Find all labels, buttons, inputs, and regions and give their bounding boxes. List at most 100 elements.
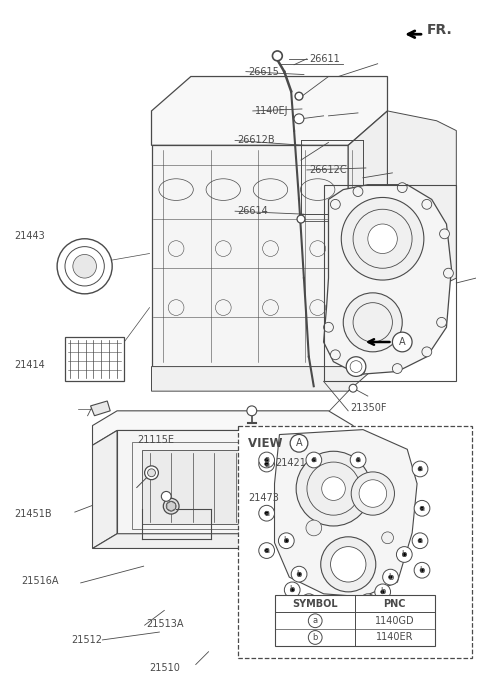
Circle shape [330,350,340,360]
Text: SYMBOL: SYMBOL [292,598,338,608]
Circle shape [259,456,275,472]
Text: A: A [399,337,406,347]
Circle shape [290,435,308,452]
Text: b: b [380,587,385,596]
Circle shape [264,462,269,466]
Text: 21443: 21443 [14,231,45,241]
Circle shape [259,543,275,558]
Circle shape [330,199,340,210]
Text: a: a [420,504,425,513]
Circle shape [308,631,322,644]
Circle shape [216,241,231,256]
Circle shape [341,197,424,280]
Polygon shape [152,327,387,391]
Circle shape [147,469,156,477]
Circle shape [346,357,366,377]
Circle shape [168,241,184,256]
Circle shape [144,466,158,480]
Polygon shape [324,185,451,375]
Text: b: b [420,566,425,575]
Text: 1140ER: 1140ER [376,633,414,642]
Text: b: b [388,573,393,581]
Bar [238,426,472,658]
Circle shape [397,183,407,193]
Circle shape [161,491,171,502]
Text: 26615: 26615 [248,67,279,76]
Text: 26612C: 26612C [309,165,347,175]
Circle shape [263,241,278,256]
Circle shape [264,549,269,552]
Polygon shape [117,431,328,534]
Circle shape [414,562,430,578]
Circle shape [297,572,301,576]
Text: PNC: PNC [384,598,406,608]
Polygon shape [93,431,117,548]
Circle shape [65,247,104,286]
Text: 21421: 21421 [276,458,306,468]
Text: b: b [284,536,289,546]
Circle shape [295,92,303,100]
Circle shape [437,318,446,327]
Text: 26612B: 26612B [237,135,275,145]
Circle shape [312,458,316,462]
Circle shape [247,406,257,416]
Circle shape [396,547,412,562]
Circle shape [290,588,294,592]
Circle shape [291,566,307,582]
Circle shape [402,552,406,556]
Text: a: a [312,617,318,625]
Circle shape [306,520,322,536]
Text: a: a [264,546,269,555]
Circle shape [350,452,366,468]
Text: a: a [264,460,269,468]
Circle shape [444,268,454,278]
Text: 26614: 26614 [237,206,268,216]
Circle shape [343,293,402,352]
Circle shape [414,500,430,516]
Circle shape [420,569,424,572]
Circle shape [263,299,278,316]
Text: b: b [297,570,302,579]
Circle shape [322,477,345,500]
Bar [65,337,124,381]
Circle shape [412,533,428,549]
Circle shape [360,594,376,610]
Text: FR.: FR. [427,23,453,37]
Text: a: a [264,456,269,464]
Text: 21512: 21512 [71,635,102,645]
Circle shape [308,614,322,627]
Circle shape [278,533,294,549]
Text: a: a [356,456,360,464]
Circle shape [284,582,300,598]
Polygon shape [91,401,110,416]
Circle shape [321,537,376,592]
Circle shape [259,452,275,468]
Polygon shape [328,431,353,548]
Circle shape [353,303,393,342]
Circle shape [324,322,334,332]
Text: a: a [264,509,269,518]
Circle shape [350,361,362,372]
Circle shape [375,584,391,600]
Circle shape [355,366,365,375]
Circle shape [383,569,398,585]
Circle shape [259,506,275,521]
Circle shape [368,224,397,254]
Polygon shape [142,450,309,524]
Polygon shape [152,145,348,366]
Text: 1140EJ: 1140EJ [255,106,288,116]
Circle shape [422,199,432,210]
Polygon shape [152,76,387,145]
Circle shape [296,452,371,526]
Text: b: b [289,585,295,594]
Polygon shape [387,111,456,327]
Text: 26611: 26611 [309,54,339,64]
Circle shape [440,229,449,239]
Text: a: a [306,597,312,606]
Text: 21510: 21510 [150,663,180,673]
Circle shape [393,364,402,373]
Circle shape [382,532,394,544]
Circle shape [310,241,325,256]
Circle shape [297,215,305,223]
Circle shape [381,590,384,594]
